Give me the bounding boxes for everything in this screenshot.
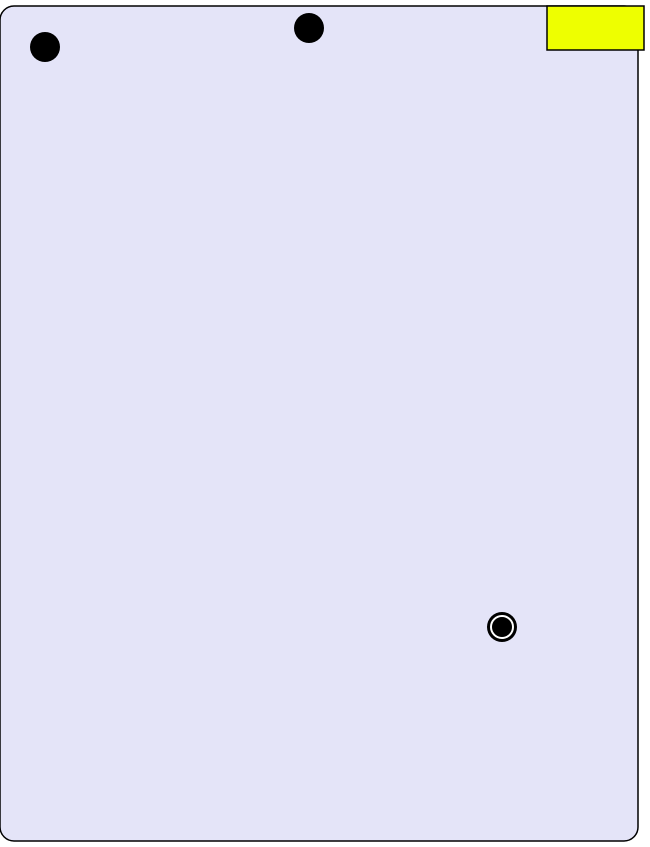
title-badge [547, 6, 644, 50]
start-config-dot [30, 32, 60, 62]
start-unpack-dot [294, 13, 324, 43]
container-bg [0, 6, 638, 841]
end-node [487, 612, 517, 642]
